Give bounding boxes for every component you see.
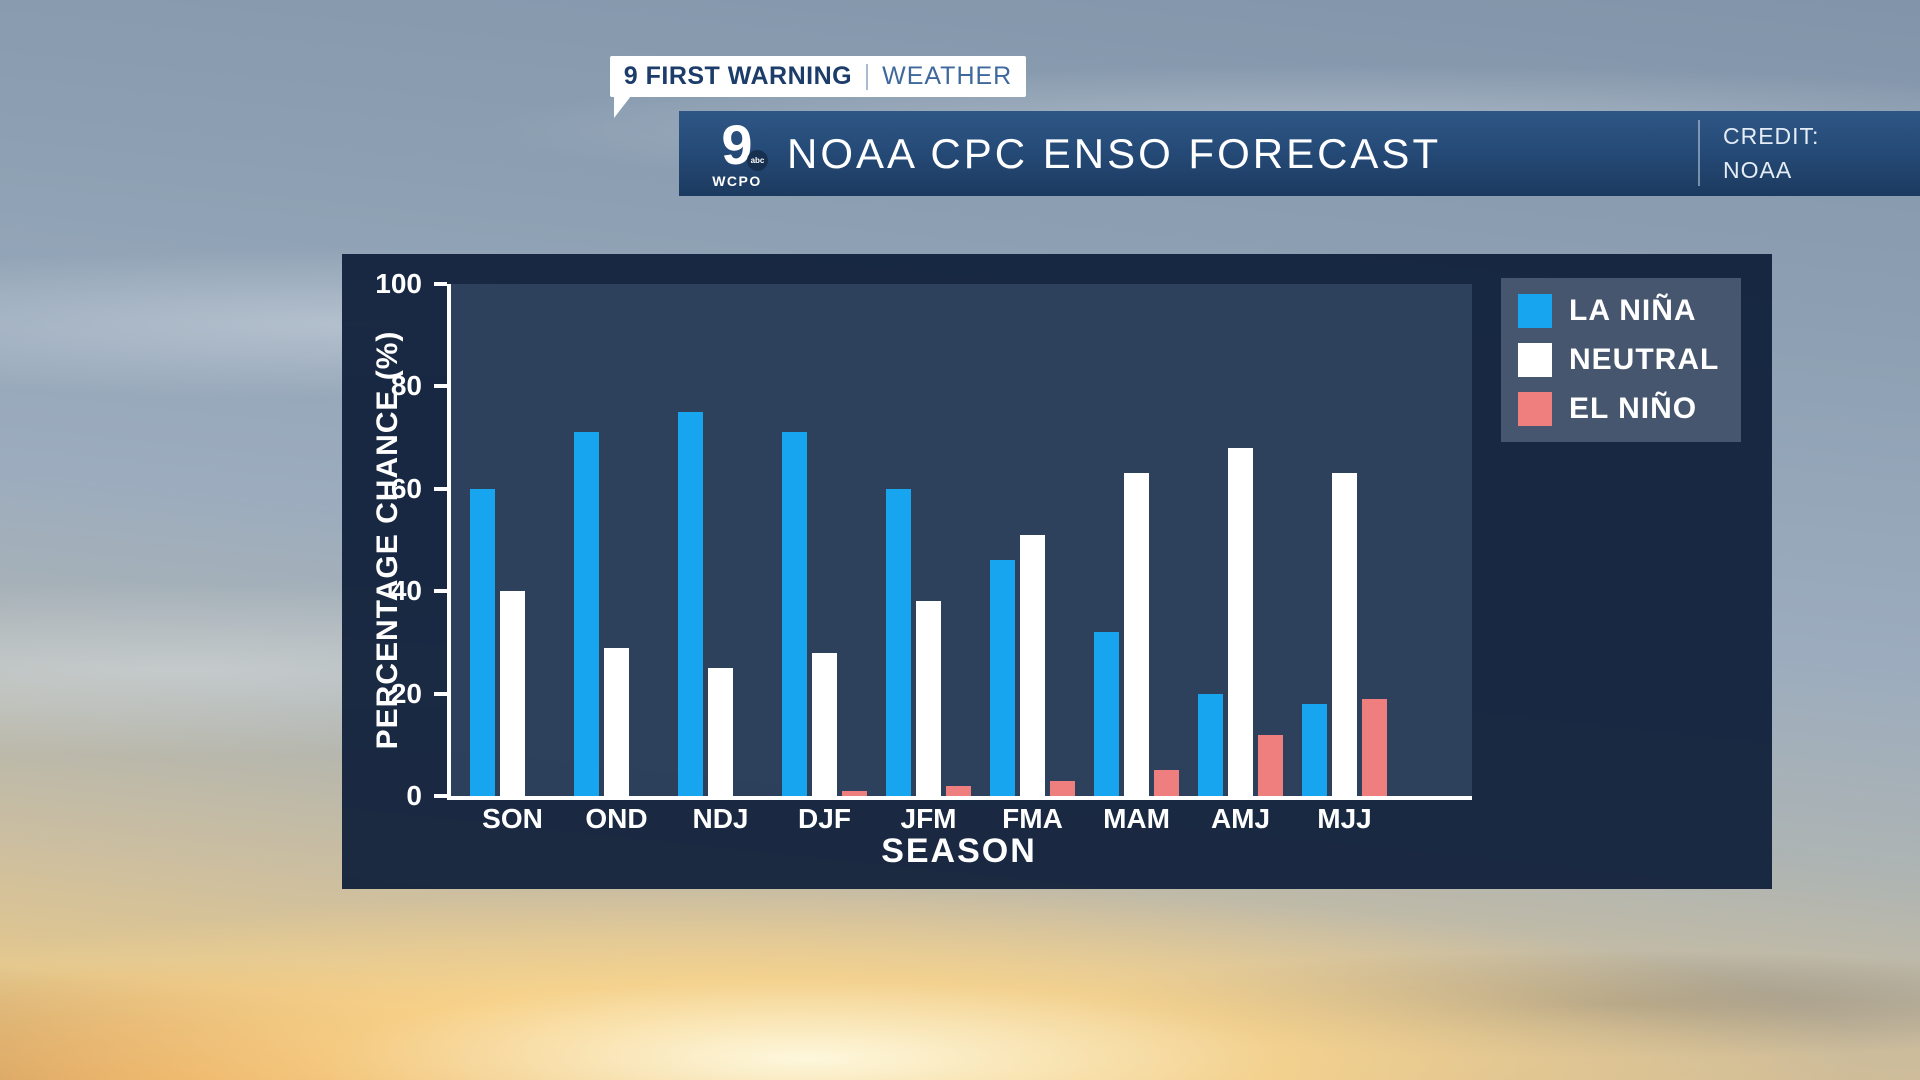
y-tick-60 [434,486,447,491]
x-tick-label-jfm: JFM [900,803,957,834]
page-title: NOAA CPC ENSO FORECAST [787,129,1442,177]
legend-swatch-neutral [1518,343,1552,377]
y-tick-label-20: 20 [390,677,422,709]
legend-label-el-nin-o: EL NIÑO [1569,392,1698,425]
x-tick-label-djf: DJF [798,803,851,834]
bar-la-nin-a-djf [782,432,807,796]
bar-neutral-amj [1228,447,1253,796]
y-axis-line [447,284,451,800]
credit-divider [1698,120,1700,186]
x-tick-label-son: SON [482,803,543,834]
y-axis-title: PERCENTAGE CHANCE (%) [371,330,404,750]
legend-item-la-nin-a: LA NIÑA [1518,294,1741,328]
logo-station-name: WCPO [712,173,762,189]
bar-neutral-son [500,591,525,796]
bar-la-nin-a-fma [990,560,1015,796]
bar-neutral-mam [1124,473,1149,796]
title-banner: 9 abc WCPO NOAA CPC ENSO FORECAST CREDIT… [679,111,1920,196]
y-tick-label-100: 100 [375,268,422,299]
header-divider [866,63,869,90]
bar-neutral-mjj [1332,473,1357,796]
bar-el-nin-o-mam [1154,770,1179,796]
forecast-chart-panel: SON OND NDJ DJF JFM FMA MAM AMJ MJJ 0 20 40 60 80 100… [342,254,1772,889]
station-brand-label: 9 FIRST WARNING [623,62,853,90]
x-tick-label-fma: FMA [1002,803,1063,834]
bar-el-nin-o-amj [1258,734,1283,796]
bar-neutral-ond [604,647,629,796]
bar-la-nin-a-mam [1094,632,1119,796]
abc-network-icon: abc [747,150,768,171]
legend-label-la-nin-a: LA NIÑA [1569,294,1697,327]
x-tick-label-mam: MAM [1103,803,1170,834]
legend-swatch-la-nin-a [1518,294,1552,328]
bar-la-nin-a-ndj [678,412,703,796]
y-tick-100 [434,282,447,286]
wcpo-9-logo: 9 abc WCPO [705,117,769,191]
bar-neutral-jfm [916,601,941,796]
x-tick-label-mjj: MJJ [1317,803,1372,834]
header-pill-tail [614,96,631,118]
credit-block: CREDIT: NOAA [1723,119,1819,187]
bar-neutral-djf [812,652,837,796]
section-label: WEATHER [882,62,1013,90]
bar-el-nin-o-mjj [1362,698,1387,796]
y-tick-20 [434,691,447,696]
x-tick-label-ndj: NDJ [692,803,749,834]
bar-la-nin-a-ond [574,432,599,796]
y-tick-label-0: 0 [406,780,422,811]
credit-value: NOAA [1723,157,1793,183]
y-tick-0 [434,794,447,798]
legend-item-neutral: NEUTRAL [1518,343,1741,377]
bar-el-nin-o-jfm [946,785,971,796]
bar-la-nin-a-mjj [1302,703,1327,796]
x-tick-label-amj: AMJ [1210,803,1271,834]
y-tick-label-60: 60 [390,472,422,504]
legend-item-el-nin-o: EL NIÑO [1518,392,1741,426]
x-axis-line [447,796,1472,800]
legend-swatch-el-nin-o [1518,392,1552,426]
y-tick-label-40: 40 [390,575,422,607]
bar-la-nin-a-son [470,488,495,796]
y-tick-80 [434,384,447,389]
x-tick-label-ond: OND [585,803,648,834]
y-tick-label-80: 80 [390,370,422,402]
credit-label: CREDIT: [1723,123,1820,149]
bar-el-nin-o-fma [1050,780,1075,796]
bar-la-nin-a-jfm [886,488,911,796]
bar-la-nin-a-amj [1198,693,1223,796]
bar-neutral-ndj [708,668,733,796]
bar-neutral-fma [1020,534,1045,796]
x-axis-title: SEASON [881,832,1037,870]
chart-legend: LA NIÑA NEUTRAL EL NIÑO [1501,278,1741,442]
y-tick-40 [434,589,447,594]
station-header-pill: 9 FIRST WARNING WEATHER [610,56,1026,97]
legend-label-neutral: NEUTRAL [1569,343,1720,376]
bar-el-nin-o-djf [842,790,867,796]
